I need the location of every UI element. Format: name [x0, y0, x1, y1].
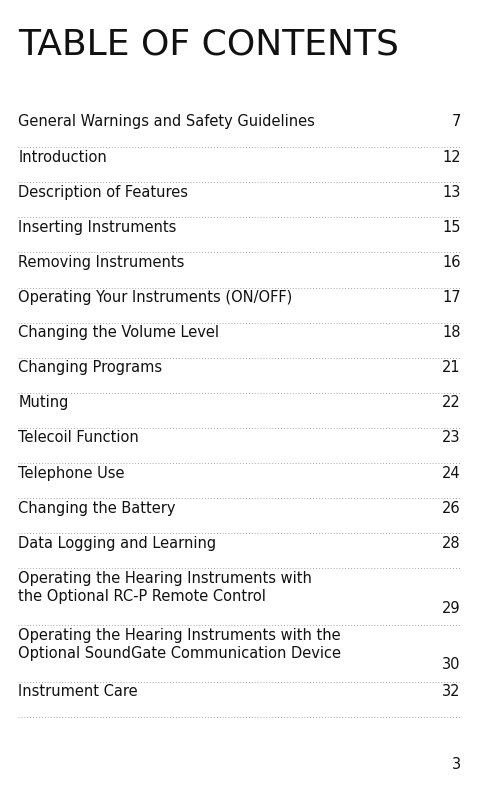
Text: 28: 28: [442, 536, 461, 551]
Text: TABLE OF CONTENTS: TABLE OF CONTENTS: [18, 28, 399, 62]
Text: Operating Your Instruments (ON/OFF): Operating Your Instruments (ON/OFF): [18, 290, 293, 305]
Text: Telecoil Function: Telecoil Function: [18, 430, 139, 446]
Text: Muting: Muting: [18, 395, 68, 410]
Text: Changing the Volume Level: Changing the Volume Level: [18, 325, 219, 340]
Text: 26: 26: [442, 500, 461, 516]
Text: 12: 12: [442, 150, 461, 165]
Text: 18: 18: [442, 325, 461, 340]
Text: 7: 7: [451, 114, 461, 129]
Text: 3: 3: [452, 757, 461, 772]
Text: Telephone Use: Telephone Use: [18, 466, 125, 481]
Text: Introduction: Introduction: [18, 150, 107, 165]
Text: Operating the Hearing Instruments with
the Optional RC-P Remote Control: Operating the Hearing Instruments with t…: [18, 570, 312, 604]
Text: Description of Features: Description of Features: [18, 185, 188, 200]
Text: 32: 32: [442, 684, 461, 700]
Text: Removing Instruments: Removing Instruments: [18, 255, 184, 270]
Text: 22: 22: [442, 395, 461, 410]
Text: 24: 24: [442, 466, 461, 481]
Text: Operating the Hearing Instruments with the
Optional SoundGate Communication Devi: Operating the Hearing Instruments with t…: [18, 627, 341, 661]
Text: 30: 30: [442, 657, 461, 672]
Text: 29: 29: [442, 600, 461, 615]
Text: General Warnings and Safety Guidelines: General Warnings and Safety Guidelines: [18, 114, 315, 129]
Text: 16: 16: [442, 255, 461, 270]
Text: Changing Programs: Changing Programs: [18, 360, 162, 376]
Text: 13: 13: [443, 185, 461, 200]
Text: 21: 21: [442, 360, 461, 376]
Text: 23: 23: [442, 430, 461, 446]
Text: Changing the Battery: Changing the Battery: [18, 500, 176, 516]
Text: Inserting Instruments: Inserting Instruments: [18, 219, 177, 235]
Text: 15: 15: [442, 219, 461, 235]
Text: Data Logging and Learning: Data Logging and Learning: [18, 536, 217, 551]
Text: Instrument Care: Instrument Care: [18, 684, 138, 700]
Text: 17: 17: [442, 290, 461, 305]
